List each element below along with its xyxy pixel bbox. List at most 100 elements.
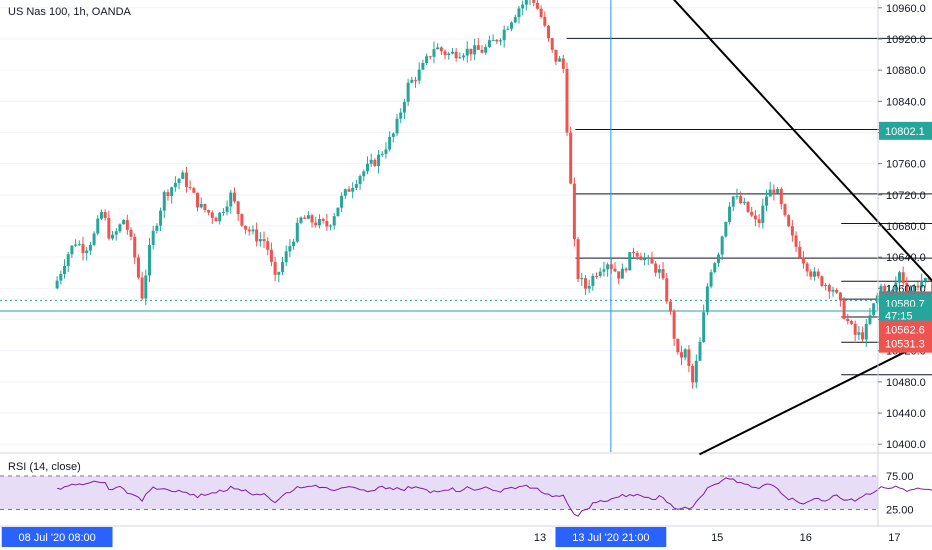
candle-body <box>506 28 510 30</box>
candle-body <box>547 25 551 39</box>
candle-body <box>207 210 211 213</box>
candle-body <box>236 201 240 215</box>
price-tick-label: 10840.0 <box>886 96 926 108</box>
candle-body <box>196 192 200 208</box>
candle-body <box>258 239 262 242</box>
candle-body <box>606 264 610 270</box>
candle-body <box>292 241 296 247</box>
candle-body <box>96 218 100 234</box>
trendlines[interactable] <box>672 0 932 456</box>
candle-body <box>583 278 587 289</box>
candle-body <box>244 225 248 230</box>
candle-body <box>687 349 691 366</box>
candle-body <box>391 133 395 137</box>
candle-body <box>920 280 924 288</box>
candle-body <box>336 207 340 217</box>
candle-body <box>303 217 307 219</box>
candle-body <box>916 285 920 288</box>
candle-body <box>133 236 137 258</box>
candle-body <box>558 58 562 62</box>
candle-body <box>753 215 757 220</box>
candle-body <box>580 278 584 280</box>
candle-body <box>59 273 63 281</box>
candle-body <box>295 222 299 242</box>
candle-body <box>66 254 70 267</box>
candle-body <box>838 292 842 301</box>
candle-body <box>173 183 177 188</box>
time-badge-label: 08 Jul '20 08:00 <box>18 532 95 544</box>
candle-body <box>310 215 314 223</box>
candle-body <box>74 244 78 246</box>
candle-body <box>809 271 813 277</box>
candle-body <box>218 212 222 222</box>
candle-body <box>646 257 650 259</box>
candle-body <box>550 38 554 50</box>
candle-body <box>269 249 273 262</box>
time-badge <box>1 527 113 547</box>
candle-body <box>923 277 927 281</box>
price-tick-label: 10640.0 <box>886 252 926 264</box>
fibonacci-retracement[interactable]: 0.785(10920.7)0.618(10803.8)0.5(10721.3)… <box>566 25 932 453</box>
candle-body <box>827 285 831 292</box>
price-tag <box>879 320 932 339</box>
candle-body <box>465 48 469 56</box>
candle-body <box>868 315 872 324</box>
candle-body <box>898 272 902 283</box>
candle-body <box>432 49 436 57</box>
candle-body <box>661 269 665 279</box>
candle-body <box>129 229 133 237</box>
candle-body <box>92 233 96 245</box>
candle-body <box>436 47 440 50</box>
candle-body <box>502 29 506 41</box>
candle-body <box>857 332 861 335</box>
candle-body <box>162 192 166 211</box>
candle-body <box>184 172 188 188</box>
candle-body <box>517 8 521 18</box>
rsi-line <box>57 477 932 517</box>
candle-body <box>380 153 384 155</box>
candle-body <box>273 261 277 275</box>
price-tick-label: 10880.0 <box>886 65 926 77</box>
candle-body <box>136 257 140 278</box>
candle-body <box>325 220 329 227</box>
candle-body <box>255 229 259 242</box>
price-tick-label: 10960.0 <box>886 3 926 15</box>
candle-body <box>849 321 853 324</box>
candle-body <box>846 318 850 322</box>
trendline-descending <box>672 0 932 283</box>
candle-body <box>761 205 765 224</box>
candle-body <box>55 280 59 289</box>
candle-body <box>111 234 115 239</box>
candle-body <box>569 132 573 184</box>
candle-body <box>306 215 310 219</box>
candle-body <box>927 277 931 280</box>
candle-body <box>709 272 713 287</box>
candle-body <box>894 282 898 291</box>
candle-body <box>628 252 632 271</box>
candle-body <box>510 22 514 29</box>
candle-body <box>225 206 229 212</box>
candle-body <box>447 53 451 56</box>
candle-body <box>691 365 695 383</box>
time-tick-label: 13 <box>534 532 546 544</box>
candle-body <box>613 268 617 272</box>
candle-body <box>491 39 495 41</box>
candle-body <box>565 68 569 133</box>
candle-body <box>901 272 905 284</box>
candle-body <box>790 226 794 236</box>
candle-body <box>595 275 599 277</box>
candle-body <box>462 55 466 58</box>
candle-body <box>122 219 126 225</box>
candle-body <box>229 192 233 207</box>
candle-body <box>602 269 606 272</box>
candle-body <box>362 171 366 177</box>
candle-body <box>450 51 454 54</box>
candle-body <box>591 275 595 286</box>
candle-body <box>284 251 288 263</box>
candle-body <box>188 187 192 189</box>
candle-body <box>495 39 499 42</box>
candle-body <box>631 252 635 254</box>
candle-body <box>783 204 787 216</box>
